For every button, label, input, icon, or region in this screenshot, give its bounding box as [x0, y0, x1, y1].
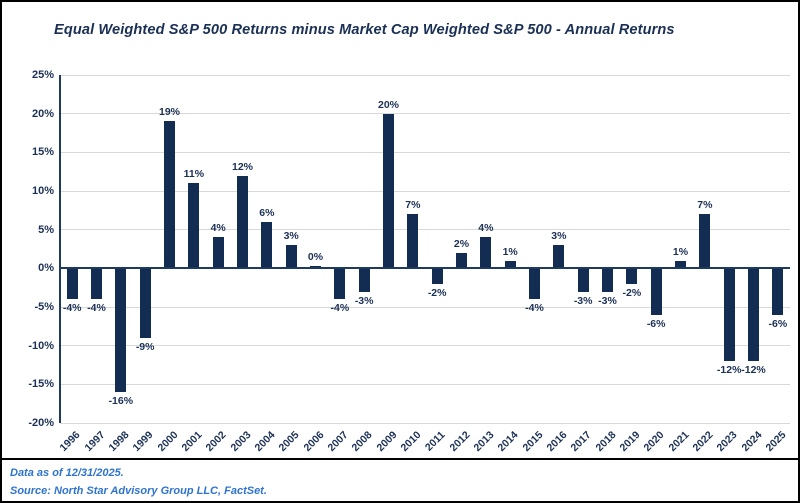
bar-2022	[699, 214, 711, 269]
bar-2018	[602, 268, 613, 292]
bar-2008	[358, 268, 370, 292]
bar-value-label: -3%	[598, 294, 617, 307]
y-axis-tick-label: 20%	[31, 107, 54, 120]
y-axis-tick-label: 25%	[31, 69, 54, 81]
bar-value-label: -4%	[87, 302, 106, 315]
bar-2025	[772, 268, 784, 315]
bar-1998	[115, 268, 127, 393]
bar-value-label: 19%	[158, 106, 180, 119]
y-gridline	[60, 113, 790, 115]
bar-2015	[529, 268, 540, 300]
bar-2007	[334, 268, 346, 300]
bar-2001	[188, 183, 200, 269]
bar-value-label: 4%	[478, 222, 494, 235]
bar-2024	[748, 268, 759, 362]
y-axis-tick-label: 5%	[38, 223, 54, 236]
bar-value-label: -4%	[525, 302, 544, 315]
zero-axis-line	[60, 267, 790, 270]
bar-value-label: 0%	[307, 251, 324, 264]
bar-value-label: -3%	[354, 294, 374, 307]
bar-2014	[504, 260, 516, 269]
bar-2005	[285, 245, 297, 269]
bar-1999	[139, 268, 151, 338]
bar-value-label: 3%	[283, 230, 299, 243]
bar-2010	[407, 214, 419, 269]
y-axis-tick-label: 0%	[38, 262, 54, 275]
bar-2021	[675, 260, 686, 269]
y-gridline	[60, 229, 790, 231]
bar-value-label: -3%	[573, 294, 593, 307]
plot-area: 25% 20% 15% 10% 5% 0% -5% -10% -15% -20% -4% 1996 -4…	[28, 69, 790, 454]
y-gridline	[60, 190, 790, 192]
y-gridline	[60, 345, 790, 347]
bar-2020	[650, 268, 662, 315]
bar-value-label: -16%	[108, 395, 134, 408]
bar-value-label: 2%	[453, 237, 470, 250]
bar-value-label: 7%	[697, 199, 713, 212]
bar-value-label: -2%	[622, 286, 642, 299]
bar-2000	[164, 121, 175, 269]
bar-value-label: 1%	[502, 245, 518, 258]
bar-value-label: 20%	[377, 98, 399, 111]
y-gridline	[60, 74, 790, 76]
bar-2016	[553, 245, 565, 269]
bar-2003	[237, 175, 248, 269]
y-axis-tick-label: -10%	[28, 339, 54, 352]
bar-value-label: -9%	[135, 340, 155, 353]
bar-value-label: -4%	[62, 302, 82, 315]
bar-value-label: 3%	[551, 230, 567, 243]
y-axis-line	[59, 75, 61, 423]
y-gridline	[60, 383, 790, 385]
bar-value-label: -2%	[427, 286, 447, 299]
bar-value-label: -6%	[768, 317, 788, 330]
footer-note-source: Source: North Star Advisory Group LLC, F…	[10, 485, 267, 497]
bar-value-label: 7%	[405, 199, 421, 212]
bar-1996	[66, 268, 78, 300]
bar-2017	[577, 268, 589, 292]
bar-value-label: 1%	[672, 245, 689, 258]
bar-2002	[212, 237, 224, 269]
bar-value-label: 4%	[210, 222, 226, 235]
bar-1997	[91, 268, 102, 300]
y-gridline	[60, 151, 790, 153]
footer-note-date: Data as of 12/31/2025.	[10, 467, 124, 479]
y-axis-tick-label: -20%	[28, 417, 54, 429]
y-gridline	[60, 422, 790, 424]
chart-panel: Equal Weighted S&P 500 Returns minus Mar…	[2, 2, 798, 460]
chart-title: Equal Weighted S&P 500 Returns minus Mar…	[54, 22, 675, 38]
bar-value-label: -12%	[716, 364, 742, 377]
bar-value-label: -4%	[330, 302, 350, 315]
y-axis-tick-label: 15%	[31, 146, 54, 159]
bar-2019	[626, 268, 638, 284]
bar-2011	[431, 268, 443, 284]
bar-2004	[261, 221, 273, 269]
bar-2023	[723, 268, 735, 362]
footer-notes: Data as of 12/31/2025. Source: North Sta…	[10, 464, 790, 500]
y-axis-tick-label: -5%	[34, 301, 54, 313]
y-axis-tick-label: -15%	[28, 378, 54, 391]
bar-value-label: 11%	[183, 168, 205, 181]
bar-value-label: 12%	[231, 160, 253, 173]
bar-2013	[480, 237, 492, 269]
bar-value-label: 6%	[259, 206, 275, 219]
bar-2012	[456, 252, 467, 269]
bar-2009	[383, 113, 394, 269]
y-gridline	[60, 306, 790, 308]
bar-value-label: -6%	[646, 317, 666, 330]
bar-value-label: -12%	[741, 364, 766, 377]
y-axis-tick-label: 10%	[31, 185, 54, 197]
